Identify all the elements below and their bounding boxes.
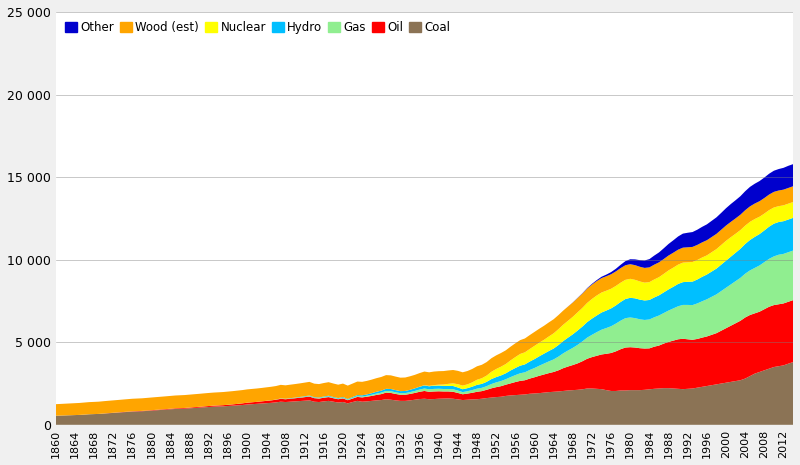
Legend: Other, Wood (est), Nuclear, Hydro, Gas, Oil, Coal: Other, Wood (est), Nuclear, Hydro, Gas, … [62, 18, 454, 38]
